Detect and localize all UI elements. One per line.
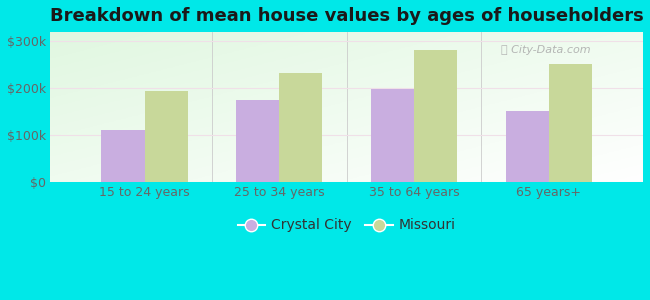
Bar (101, 130, 144, 182)
Bar (371, 89, 414, 182)
Text: ⓘ City-Data.com: ⓘ City-Data.com (500, 45, 590, 55)
Legend: Crystal City, Missouri: Crystal City, Missouri (232, 213, 462, 238)
Bar (549, 64, 592, 182)
Bar (144, 91, 188, 182)
Bar (236, 100, 280, 182)
Bar (506, 111, 549, 182)
Bar (280, 73, 322, 182)
Title: Breakdown of mean house values by ages of householders: Breakdown of mean house values by ages o… (50, 7, 644, 25)
Bar (414, 50, 457, 182)
